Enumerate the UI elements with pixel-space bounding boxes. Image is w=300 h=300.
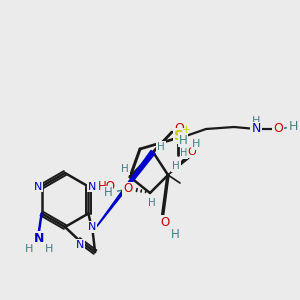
Text: N: N (33, 232, 44, 245)
Text: N: N (76, 240, 84, 250)
Text: N: N (88, 182, 97, 191)
Text: H: H (44, 244, 53, 254)
Text: O: O (273, 122, 283, 136)
Text: H: H (252, 116, 260, 126)
Text: N: N (88, 222, 96, 232)
Text: H: H (180, 148, 188, 158)
Text: O: O (174, 122, 184, 136)
Text: O: O (188, 147, 196, 157)
Text: H: H (172, 161, 180, 171)
Text: N: N (251, 122, 261, 136)
Polygon shape (168, 156, 189, 175)
Text: HO: HO (98, 179, 116, 193)
Text: H: H (178, 134, 188, 146)
Text: H: H (157, 142, 165, 152)
Text: H: H (192, 139, 200, 149)
Text: H: H (148, 198, 156, 208)
Text: N: N (33, 182, 42, 191)
Text: O: O (123, 182, 133, 196)
Text: O: O (160, 215, 169, 229)
Text: +: + (182, 125, 190, 135)
Text: H: H (171, 229, 179, 242)
Text: H: H (288, 119, 298, 133)
Text: H: H (24, 244, 33, 254)
Text: H: H (121, 164, 129, 174)
Polygon shape (93, 151, 155, 232)
Text: S: S (174, 129, 184, 143)
Text: H: H (103, 187, 112, 200)
